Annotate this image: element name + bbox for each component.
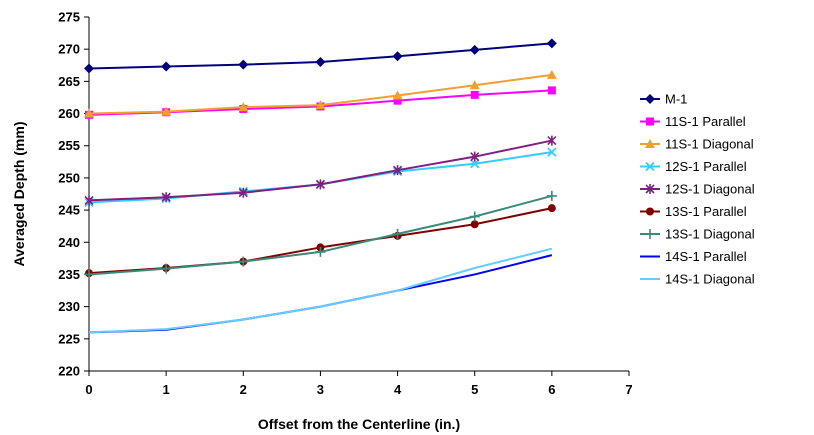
legend-marker xyxy=(645,184,655,194)
legend-label: 12S-1 Parallel xyxy=(665,159,747,174)
series-1 xyxy=(84,38,557,74)
legend-marker xyxy=(646,117,654,126)
legend-marker xyxy=(645,161,655,172)
data-point xyxy=(84,108,94,118)
legend-item: 14S-1 Parallel xyxy=(640,249,747,264)
x-tick-label: 3 xyxy=(317,382,324,397)
y-tick-label: 225 xyxy=(58,331,80,346)
legend-marker xyxy=(646,207,654,216)
series-3 xyxy=(84,69,557,118)
y-tick-label: 250 xyxy=(58,170,80,185)
y-axis-title: Averaged Depth (mm) xyxy=(11,122,27,267)
data-point xyxy=(547,86,556,95)
legend-label: 13S-1 Parallel xyxy=(665,204,747,219)
data-point xyxy=(469,80,480,90)
data-point xyxy=(393,165,403,176)
x-tick-label: 5 xyxy=(471,382,478,397)
legend-label: 14S-1 Diagonal xyxy=(665,272,755,287)
data-point xyxy=(547,135,557,146)
data-point xyxy=(546,190,557,201)
data-point xyxy=(238,256,249,267)
data-point xyxy=(84,269,94,280)
x-tick-label: 0 xyxy=(85,382,92,397)
data-point xyxy=(470,151,480,162)
y-tick-label: 230 xyxy=(58,299,80,314)
x-tick-label: 7 xyxy=(625,382,632,397)
data-point xyxy=(469,211,480,222)
x-ticks: 0 1 2 3 4 5 6 7 xyxy=(85,371,633,397)
data-point xyxy=(470,90,479,99)
data-point xyxy=(161,263,172,274)
series-line xyxy=(88,151,553,204)
legend-item: 13S-1 Parallel xyxy=(640,204,747,219)
y-tick-label: 265 xyxy=(58,74,80,89)
y-tick-label: 245 xyxy=(58,203,80,218)
data-point xyxy=(161,61,172,72)
data-point xyxy=(546,38,557,49)
data-point xyxy=(161,106,172,116)
y-tick-label: 220 xyxy=(58,364,80,379)
data-point xyxy=(161,192,171,203)
y-tick-label: 255 xyxy=(58,138,80,153)
legend-item: 11S-1 Diagonal xyxy=(640,137,754,152)
data-point xyxy=(315,179,325,190)
legend-marker xyxy=(645,94,655,104)
y-tick-label: 240 xyxy=(58,235,80,250)
x-tick-label: 6 xyxy=(548,382,555,397)
series-line xyxy=(88,207,553,275)
data-point xyxy=(238,187,248,198)
data-point xyxy=(469,44,480,55)
y-tick-label: 260 xyxy=(58,106,80,121)
series-9 xyxy=(88,247,553,334)
legend-item: 14S-1 Diagonal xyxy=(640,272,755,287)
series-layer xyxy=(84,38,557,334)
legend-label: 13S-1 Diagonal xyxy=(665,227,755,242)
legend-item: 12S-1 Parallel xyxy=(640,159,747,174)
data-point xyxy=(470,159,480,169)
legend-item: 11S-1 Parallel xyxy=(640,114,746,129)
data-point xyxy=(547,204,556,213)
data-point xyxy=(393,96,402,105)
data-point xyxy=(315,100,326,110)
data-point xyxy=(546,69,557,79)
y-ticks: 220 225 230 235 240 245 250 255 260 265 270 275 xyxy=(58,10,89,379)
legend-marker xyxy=(645,229,655,239)
series-line xyxy=(88,139,553,202)
data-point xyxy=(392,51,403,62)
series-line xyxy=(88,247,553,334)
series-line xyxy=(88,194,553,276)
legend-label: 11S-1 Parallel xyxy=(665,114,746,129)
data-point xyxy=(84,63,94,74)
legend-label: 11S-1 Diagonal xyxy=(665,137,754,152)
data-point xyxy=(470,220,479,229)
x-tick-label: 4 xyxy=(394,382,402,397)
data-point xyxy=(392,228,403,239)
series-7 xyxy=(84,190,557,280)
legend-label: 12S-1 Diagonal xyxy=(665,182,755,197)
y-tick-label: 235 xyxy=(58,267,80,282)
data-point xyxy=(315,57,326,68)
data-point xyxy=(392,90,403,100)
data-point xyxy=(84,195,94,206)
data-point xyxy=(547,147,557,157)
legend-item: 13S-1 Diagonal xyxy=(640,227,755,242)
x-axis-title: Offset from the Centerline (in.) xyxy=(258,416,460,432)
legend-item: M-1 xyxy=(640,92,687,107)
legend-item: 12S-1 Diagonal xyxy=(640,182,755,197)
x-tick-label: 1 xyxy=(163,382,170,397)
series-5 xyxy=(84,135,557,206)
legend-label: M-1 xyxy=(665,92,687,107)
data-point xyxy=(238,102,249,112)
legend: M-1 11S-1 Parallel 11S-1 Diagonal 12S-1 Par… xyxy=(640,92,755,287)
x-tick-label: 2 xyxy=(240,382,247,397)
data-point xyxy=(315,246,326,257)
data-point xyxy=(238,59,249,70)
legend-label: 14S-1 Parallel xyxy=(665,249,747,264)
y-tick-label: 275 xyxy=(58,10,80,25)
legend-marker xyxy=(645,139,655,148)
y-tick-label: 270 xyxy=(58,42,80,57)
